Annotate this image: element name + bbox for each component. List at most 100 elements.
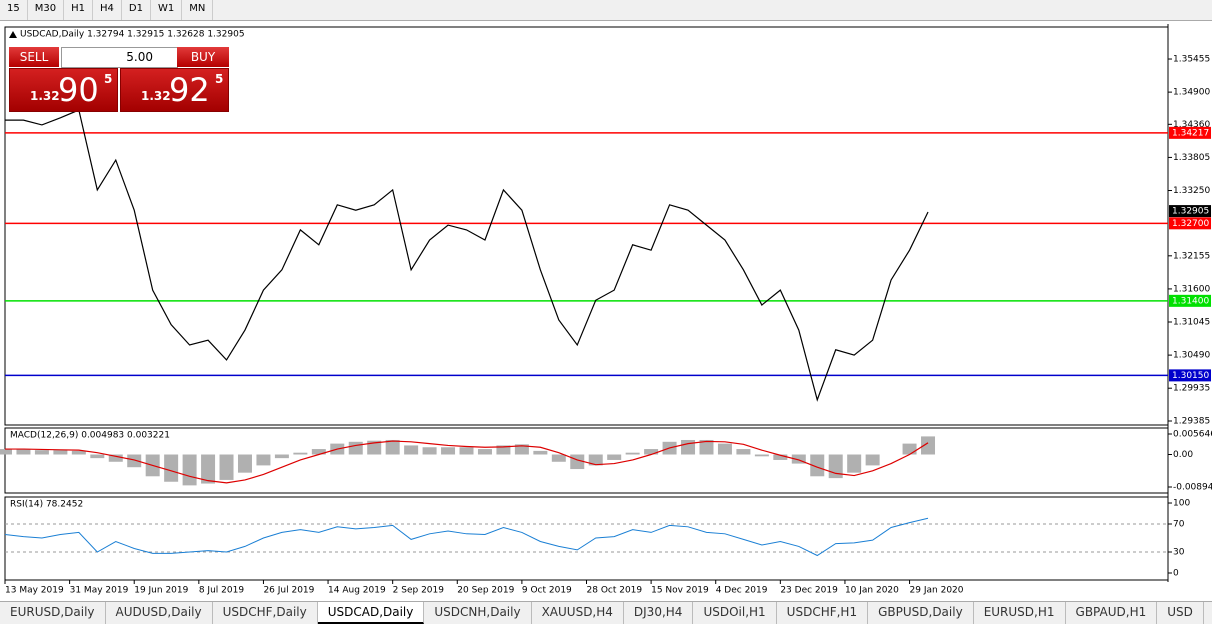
- x-tick-label: 29 Jan 2020: [910, 586, 964, 596]
- chart-tab[interactable]: USD: [1157, 602, 1204, 624]
- level-label-box: [1169, 294, 1211, 307]
- macd-bar: [348, 441, 363, 455]
- symbol-icon: [9, 31, 17, 38]
- bid-price[interactable]: 1.32 90 5: [9, 68, 118, 112]
- chart-tab[interactable]: GBPAUD,H1: [1066, 602, 1158, 624]
- macd-bar: [865, 454, 880, 466]
- macd-bar: [164, 454, 179, 482]
- signal-line: [5, 440, 929, 484]
- macd-bar: [588, 454, 603, 466]
- y-tick-label: 0.005646: [1173, 430, 1212, 440]
- bid-big: 1.32: [30, 89, 60, 103]
- timeframe-button[interactable]: W1: [151, 0, 183, 20]
- x-tick-label: 15 Nov 2019: [651, 586, 709, 596]
- timeframe-button[interactable]: D1: [122, 0, 151, 20]
- timeframe-button[interactable]: H1: [64, 0, 93, 20]
- macd-bar: [404, 445, 419, 455]
- macd-bar: [773, 454, 788, 460]
- macd-bar: [551, 454, 566, 462]
- macd-bar: [514, 444, 529, 455]
- y-tick-label: 100: [1173, 499, 1190, 509]
- macd-bar: [127, 454, 142, 468]
- level-label: 1.31400: [1172, 296, 1209, 306]
- x-tick-label: 8 Jul 2019: [199, 586, 244, 596]
- macd-bar: [0, 449, 12, 455]
- macd-bar: [108, 454, 123, 462]
- macd-bar: [717, 443, 732, 455]
- macd-bar: [237, 454, 252, 473]
- macd-bar: [625, 452, 640, 455]
- y-tick-label: 0: [1173, 569, 1179, 579]
- y-tick-label: 1.33250: [1173, 186, 1210, 196]
- macd-bar: [533, 450, 548, 455]
- macd-bar: [385, 439, 400, 455]
- chart-tab[interactable]: USDCHF,Daily: [213, 602, 318, 624]
- panel-frame: [4, 26, 1169, 426]
- y-tick-label: 1.29935: [1173, 384, 1210, 394]
- chart-window: 1.354551.349001.343601.338051.332501.321…: [0, 24, 1212, 596]
- x-tick-label: 13 May 2019: [5, 586, 64, 596]
- timeframe-button[interactable]: MN: [182, 0, 214, 20]
- chart-tab[interactable]: USDOil,H1: [693, 602, 777, 624]
- bid-point: 5: [104, 72, 113, 86]
- volume-input[interactable]: 5.00: [61, 47, 178, 68]
- timeframe-bar: 15 M30 H1 H4 D1 W1 MN: [0, 0, 1212, 21]
- rsi-line: [4, 517, 929, 557]
- buy-button[interactable]: BUY: [177, 47, 229, 67]
- level-label: 1.34217: [1172, 128, 1209, 138]
- y-tick-label: 70: [1173, 520, 1185, 530]
- chart-tab[interactable]: GBPUSD,Daily: [868, 602, 974, 624]
- chart-tabs: EURUSD,Daily AUDUSD,Daily USDCHF,Daily USDC…: [0, 601, 1212, 624]
- chart-tab[interactable]: USDCHF,H1: [777, 602, 869, 624]
- macd-bar: [201, 454, 216, 484]
- macd-bar: [311, 449, 326, 455]
- panel-title: USDCAD,Daily 1.32794 1.32915 1.32628 1.3…: [20, 30, 245, 40]
- panel-title: RSI(14) 78.2452: [10, 500, 83, 510]
- level-label: 1.30150: [1172, 371, 1209, 381]
- timeframe-button[interactable]: 15: [0, 0, 28, 20]
- timeframe-button[interactable]: H4: [93, 0, 122, 20]
- x-tick-label: 31 May 2019: [70, 586, 129, 596]
- level-label-box: [1169, 369, 1211, 382]
- macd-bar: [459, 447, 474, 455]
- y-tick-label: 1.31045: [1173, 318, 1210, 328]
- level-label-box: [1169, 217, 1211, 230]
- x-tick-label: 23 Dec 2019: [780, 586, 838, 596]
- chart-tab[interactable]: USDCAD,Daily: [317, 602, 425, 624]
- level-label-box: [1169, 126, 1211, 139]
- macd-bar: [256, 454, 271, 466]
- macd-bar: [644, 449, 659, 455]
- macd-bar: [90, 454, 105, 459]
- y-tick-label: 1.29385: [1173, 417, 1210, 427]
- macd-bar: [477, 449, 492, 455]
- macd-bar: [607, 454, 622, 460]
- x-tick-label: 10 Jan 2020: [845, 586, 899, 596]
- x-tick-label: 19 Jun 2019: [134, 586, 188, 596]
- y-tick-label: 1.34900: [1173, 88, 1210, 98]
- macd-bar: [736, 449, 751, 455]
- macd-bar: [847, 454, 862, 473]
- x-tick-label: 9 Oct 2019: [522, 586, 572, 596]
- level-label: 1.32700: [1172, 219, 1209, 229]
- chart-tab[interactable]: DJ30,H4: [624, 602, 694, 624]
- x-tick-label: 20 Sep 2019: [457, 586, 514, 596]
- x-tick-label: 4 Dec 2019: [716, 586, 768, 596]
- chart-tab[interactable]: USDCNH,Daily: [424, 602, 532, 624]
- y-tick-label: 30: [1173, 548, 1185, 558]
- sell-button[interactable]: SELL: [9, 47, 59, 67]
- chart-tab[interactable]: AUDUSD,Daily: [106, 602, 213, 624]
- y-tick-label: 1.34360: [1173, 120, 1210, 130]
- timeframe-button[interactable]: M30: [28, 0, 65, 20]
- macd-bar: [293, 452, 308, 455]
- macd-bar: [422, 447, 437, 455]
- macd-bar: [441, 447, 456, 455]
- macd-bar: [921, 436, 936, 455]
- y-tick-label: 1.35455: [1173, 55, 1210, 65]
- chart-tab[interactable]: EURUSD,H1: [974, 602, 1066, 624]
- x-tick-label: 28 Oct 2019: [587, 586, 643, 596]
- macd-bar: [367, 440, 382, 455]
- chart-tab[interactable]: XAUUSD,H4: [532, 602, 624, 624]
- ask-price[interactable]: 1.32 92 5: [120, 68, 229, 112]
- chart-tab[interactable]: EURUSD,Daily: [0, 602, 106, 624]
